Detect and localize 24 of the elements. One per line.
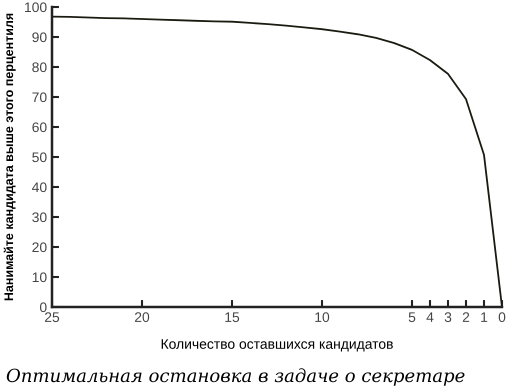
text: Оптимальная остановка в задаче о секретаре bbox=[6, 368, 464, 386]
x-tick-label: 3 bbox=[444, 312, 452, 322]
y-tick-label: 0 bbox=[40, 302, 47, 312]
y-tick-label: 50 bbox=[32, 152, 47, 162]
y-tick-label: 40 bbox=[32, 182, 47, 192]
y-tick-label: 90 bbox=[32, 32, 47, 42]
x-tick-label: 5 bbox=[408, 312, 416, 322]
x-tick-label: 0 bbox=[498, 312, 506, 322]
x-tick-label: 15 bbox=[225, 312, 240, 322]
x-tick-label: 1 bbox=[481, 312, 488, 322]
x-tick-label: 20 bbox=[134, 312, 150, 322]
y-tick-label: 20 bbox=[32, 242, 47, 252]
y-tick-label: 30 bbox=[32, 212, 47, 222]
x-tick-label: 25 bbox=[44, 312, 60, 322]
y-tick-label: 60 bbox=[32, 122, 47, 132]
y-tick-label: 70 bbox=[32, 92, 47, 102]
y-tick-label: 80 bbox=[32, 62, 47, 72]
y-tick-label: 10 bbox=[32, 272, 47, 282]
x-tick-label: 4 bbox=[426, 312, 434, 322]
x-tick-label: 10 bbox=[315, 312, 330, 322]
y-tick-label: 100 bbox=[25, 2, 47, 12]
x-tick-label: 2 bbox=[462, 312, 470, 322]
y-axis-title: Нанимайте кандидата выше этого перцентиля bbox=[4, 14, 16, 300]
x-axis-title: Количество оставшихся кандидатов bbox=[162, 339, 393, 352]
